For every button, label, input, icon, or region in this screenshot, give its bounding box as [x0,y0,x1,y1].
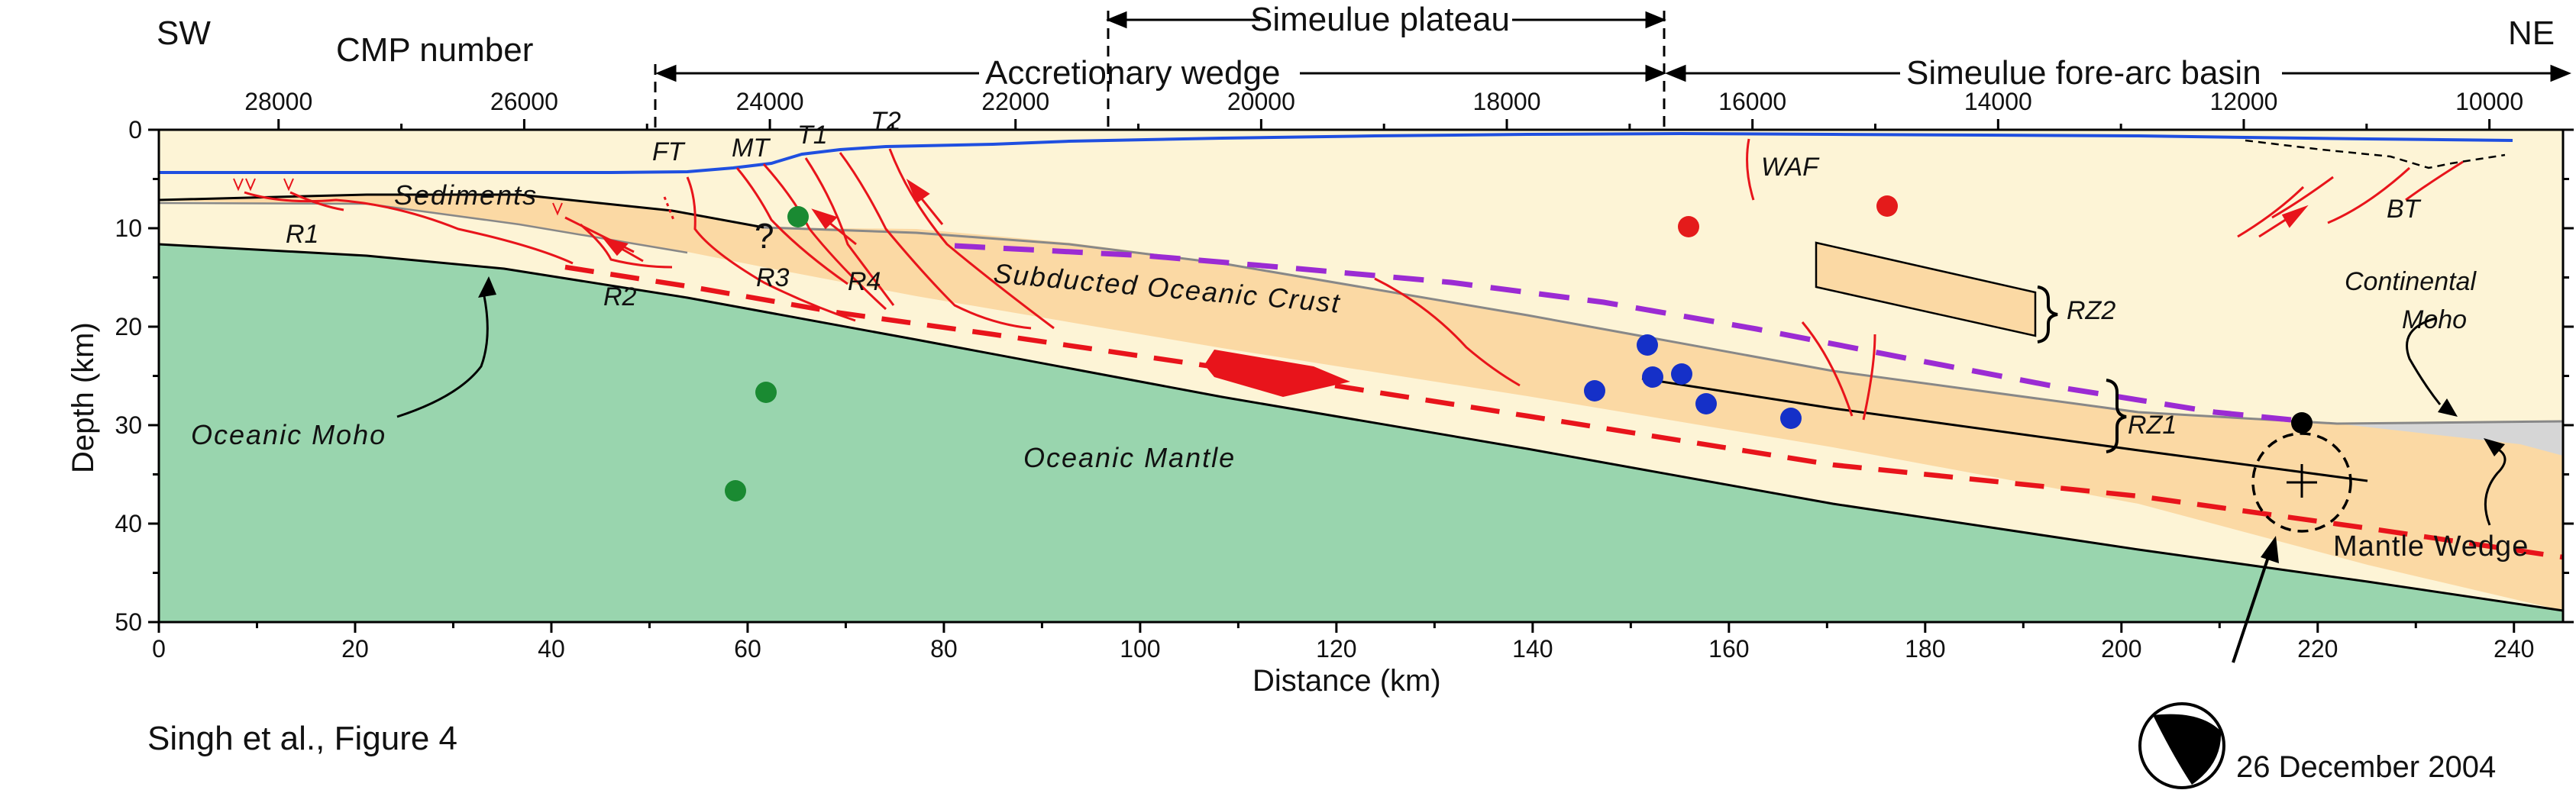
green-dot [787,206,809,227]
black-dot [2291,412,2313,434]
x-tick-label: 40 [538,635,565,663]
y-tick-label: 20 [115,313,142,340]
cmp-tick-label: 14000 [1964,88,2032,115]
label-t2: T2 [871,107,901,136]
cmp-tick-label: 10000 [2455,88,2523,115]
label-oceanic-mantle: Oceanic Mantle [1023,442,1236,473]
green-dot [755,382,777,403]
cmp-tick-label: 26000 [490,88,558,115]
label-bt: BT [2387,195,2422,224]
blue-dot [1584,380,1605,401]
x-tick-label: 120 [1316,635,1356,663]
hypocenter-crosshair [2287,464,2317,498]
hypocenter-dashed-circle [2251,432,2352,533]
x-tick-label: 160 [1708,635,1749,663]
event-date-label: 26 December 2004 [2236,750,2496,784]
label-mt: MT [732,134,771,163]
label-r2: R2 [603,282,637,311]
x-tick-label: 0 [152,635,166,663]
oceanic-moho-leader [396,292,489,418]
cmp-tick-label: 28000 [244,88,312,115]
y-tick-label: 50 [115,608,142,636]
rz2-reflective-zone [1815,241,2037,337]
corner-label-ne: NE [2508,15,2555,52]
cmp-axis-title: CMP number [336,31,533,69]
blue-dot [1695,393,1717,414]
blue-dot [1671,363,1692,385]
x-tick-label: 180 [1905,635,1945,663]
label-r1: R1 [286,220,318,249]
span-label-plateau: Simeulue plateau [1250,1,1510,38]
span-label-wedge: Accretionary wedge [985,54,1280,92]
label-ft: FT [652,137,686,166]
brace-rz1 [2106,379,2127,453]
y-tick-label: 30 [115,411,142,439]
corner-label-sw: SW [157,15,211,52]
y-axis-title: Depth (km) [66,322,100,473]
oceanic-mantle-region [159,244,2563,622]
slip-direction-arrow [1204,350,1350,397]
label-r4: R4 [848,267,881,296]
x-tick-label: 240 [2494,635,2534,663]
fault-tick-marks [233,178,563,216]
figure-caption: Singh et al., Figure 4 [147,720,457,757]
axis-ticks [148,119,2574,633]
cmp-tick-label: 24000 [736,88,804,115]
geology-layers [158,130,2564,622]
cmp-tick-label: 22000 [981,88,1049,115]
red-dot [1678,216,1699,237]
label-r3: R3 [756,263,790,292]
leader-arrows [396,276,2507,663]
fault-traces [244,138,2464,421]
megathrust-fault-line [564,264,2564,560]
label-oceanic-moho: Oceanic Moho [191,419,386,450]
span-label-basin: Simeulue fore-arc basin [1906,54,2261,92]
x-tick-label: 140 [1512,635,1553,663]
earthquake-hypocenters [725,195,2313,501]
mantle-wedge-leader [2484,447,2507,526]
x-tick-label: 220 [2297,635,2338,663]
fault-arrows [602,179,2309,397]
y-tick-label: 40 [115,510,142,537]
label-mantle-wedge: Mantle Wedge [2333,530,2529,563]
blue-dot [1642,366,1663,388]
red-dot [1876,195,1898,217]
focal-mechanism-leader [2232,552,2271,663]
x-axis-title: Distance (km) [1252,664,1441,698]
blue-dot [1780,408,1802,429]
purple-dashed-horizon [954,243,2292,423]
label-question: ? [755,216,774,256]
label-continental: Continental [2345,267,2477,296]
seafloor-line [159,131,2513,174]
rz-braces [2037,285,2127,453]
x-tick-label: 100 [1120,635,1160,663]
cmp-tick-label: 18000 [1473,88,1541,115]
label-rz2: RZ2 [2067,296,2115,325]
y-tick-label: 10 [115,214,142,242]
oceanic-moho-line [158,243,2564,612]
continental-moho-leader [2406,317,2442,405]
span-arrows [654,11,2571,149]
axis-labels: 0 20 40 60 80 100 120 140 160 180 200 220 240 0 10 20 30… [115,88,2534,663]
label-t1: T1 [797,121,828,150]
x-tick-label: 80 [930,635,958,663]
label-sediments: Sediments [394,179,538,211]
label-waf: WAF [1761,153,1820,182]
focal-mechanism-beachball [2138,702,2225,789]
cmp-tick-label: 16000 [1718,88,1786,115]
x-tick-label: 60 [734,635,761,663]
y-tick-label: 0 [128,116,142,143]
cmp-tick-label: 20000 [1227,88,1295,115]
green-dot [725,480,746,501]
x-tick-label: 20 [341,635,369,663]
label-rz1: RZ1 [2128,411,2177,440]
cmp-tick-label: 12000 [2209,88,2277,115]
x-tick-label: 200 [2101,635,2141,663]
brace-rz2 [2037,285,2058,343]
blue-dot [1637,334,1658,356]
